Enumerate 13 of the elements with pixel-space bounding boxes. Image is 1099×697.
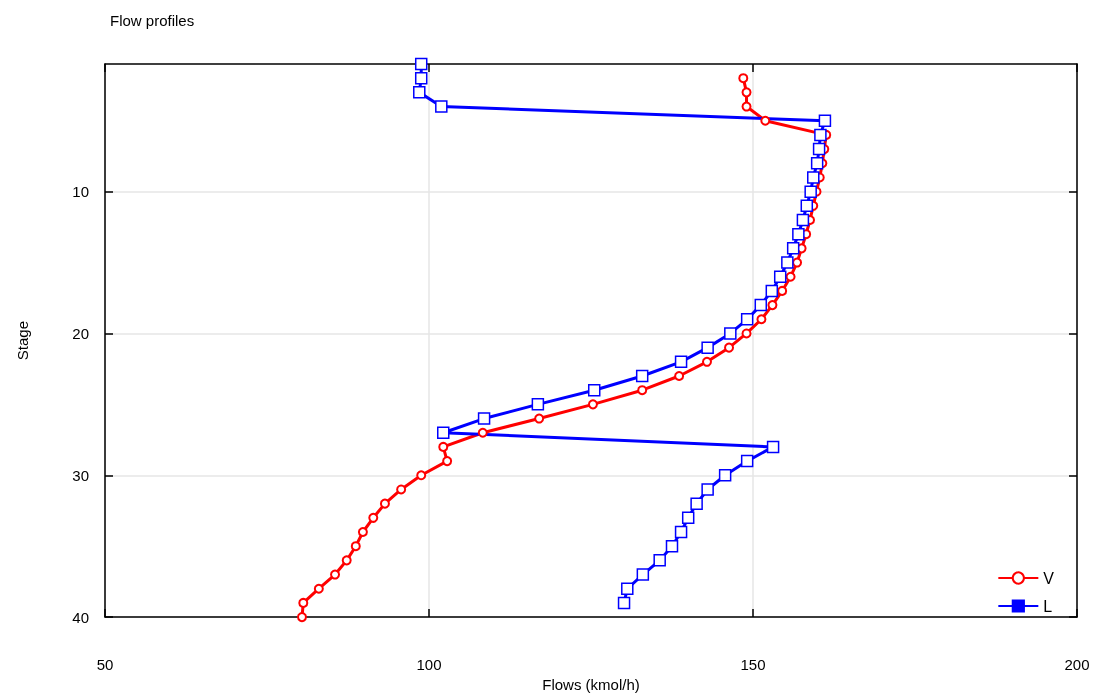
x-tick-label: 200 [1064, 656, 1090, 674]
y-tick-label: 20 [72, 324, 89, 342]
x-axis-title: Flows (kmol/h) [542, 676, 640, 693]
y-tick-label: 40 [72, 608, 89, 626]
legend-label: V [1043, 569, 1055, 587]
y-tick-label: 30 [72, 466, 89, 484]
y-axis-title: Stage [14, 320, 31, 361]
x-tick-label: 150 [740, 656, 766, 674]
chart-title: Flow profiles [110, 12, 195, 29]
y-tick-label: 10 [72, 183, 89, 201]
x-tick-label: 50 [96, 656, 114, 674]
legend-label: L [1043, 597, 1053, 615]
x-tick-label: 100 [416, 656, 442, 674]
